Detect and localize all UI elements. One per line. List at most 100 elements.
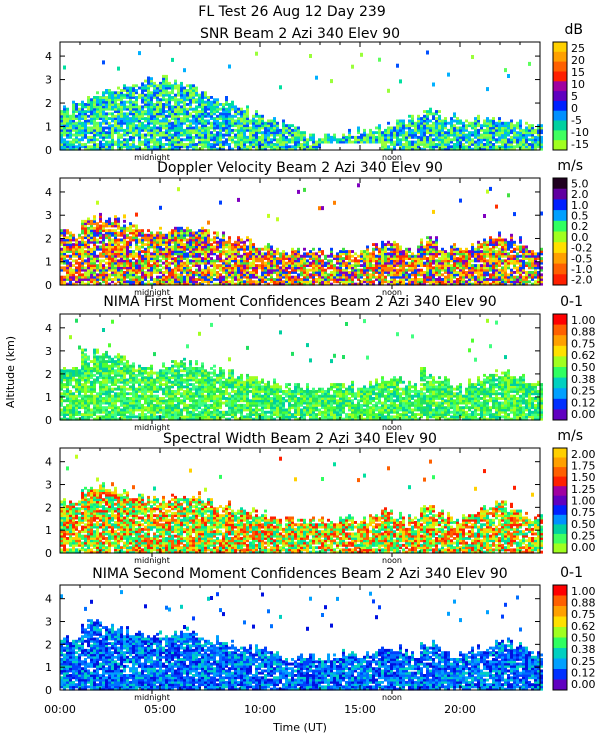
heatmap-cell (330, 266, 333, 270)
heatmap-cell (366, 254, 369, 258)
heatmap-cell (198, 247, 201, 251)
heatmap-cell (300, 147, 303, 151)
heatmap-cell (453, 268, 456, 272)
heatmap-cell (153, 117, 156, 120)
heatmap-cell (75, 278, 78, 281)
heatmap-cell (342, 140, 345, 144)
heatmap-cell (231, 147, 234, 151)
heatmap-cell (255, 257, 258, 260)
heatmap-cell (201, 126, 204, 130)
heatmap-cell (99, 117, 102, 120)
heatmap-cell (171, 252, 174, 256)
heatmap-cell (75, 117, 78, 120)
heatmap-cell (132, 278, 135, 281)
heatmap-cell (207, 254, 210, 258)
heatmap-cell (429, 133, 432, 137)
heatmap-cell (60, 145, 63, 149)
heatmap-cell (117, 273, 120, 277)
heatmap-cell (216, 271, 219, 274)
heatmap-cell (138, 259, 141, 263)
heatmap-cell (90, 259, 93, 263)
heatmap-cell (105, 250, 108, 253)
heatmap-cell (108, 107, 111, 111)
heatmap-cell (195, 264, 198, 267)
heatmap-cell (117, 138, 120, 142)
heatmap-cell (387, 133, 390, 137)
heatmap-cell (81, 138, 84, 142)
heatmap-cell (528, 143, 531, 146)
heatmap-cell (360, 135, 363, 139)
heatmap-cell (159, 133, 162, 137)
heatmap-cell (477, 140, 480, 144)
heatmap-cell (198, 231, 201, 235)
heatmap-cell (300, 145, 303, 149)
heatmap-cell (171, 282, 174, 286)
heatmap-cell (438, 126, 441, 130)
heatmap-cell (105, 112, 108, 116)
heatmap-cell (450, 268, 453, 272)
heatmap-cell (147, 105, 150, 109)
heatmap-cell (204, 140, 207, 144)
heatmap-cell (99, 240, 102, 244)
heatmap-cell (309, 147, 312, 151)
heatmap-cell (501, 140, 504, 144)
heatmap-cell (201, 112, 204, 116)
heatmap-cell (63, 257, 66, 260)
heatmap-cell (336, 252, 339, 256)
colorbar-tick-label: 25 (571, 42, 585, 55)
heatmap-cell (213, 128, 216, 132)
heatmap-cell (456, 121, 459, 125)
heatmap-cell (198, 252, 201, 256)
heatmap-cell (108, 261, 111, 265)
heatmap-cell (153, 112, 156, 116)
heatmap-cell (129, 275, 132, 279)
heatmap-cell (189, 268, 192, 272)
heatmap-cell (192, 247, 195, 251)
heatmap-cell (435, 261, 438, 265)
heatmap-cell (210, 133, 213, 137)
heatmap-cell (438, 259, 441, 263)
heatmap-cell (216, 266, 219, 270)
heatmap-cell (102, 147, 105, 151)
heatmap-cell (303, 147, 306, 151)
heatmap-cell (366, 257, 369, 260)
heatmap-cell (297, 138, 300, 142)
heatmap-cell (390, 245, 393, 249)
heatmap-cell (423, 117, 426, 120)
heatmap-cell (90, 103, 93, 106)
heatmap-cell (381, 245, 384, 249)
heatmap-cell (249, 280, 252, 284)
heatmap-cell (438, 143, 441, 146)
heatmap-cell (81, 240, 84, 244)
heatmap-cell (258, 114, 261, 118)
heatmap-cell (228, 131, 231, 135)
heatmap-cell (183, 245, 186, 249)
heatmap-cell (393, 261, 396, 265)
heatmap-cell (165, 252, 168, 256)
heatmap-cell (516, 121, 519, 125)
heatmap-cell (108, 145, 111, 149)
heatmap-cell (198, 243, 201, 246)
heatmap-cell (135, 128, 138, 132)
heatmap-cell (99, 231, 102, 235)
heatmap-cell (378, 261, 381, 265)
heatmap-cell (399, 124, 402, 128)
heatmap-cell (321, 250, 324, 253)
heatmap-cell (477, 121, 480, 125)
heatmap-cell (165, 117, 168, 120)
heatmap-cell (153, 247, 156, 251)
heatmap-cell (372, 140, 375, 144)
heatmap-cell (252, 273, 255, 277)
heatmap-cell (87, 238, 90, 242)
heatmap-cell (69, 247, 72, 251)
heatmap-cell (228, 266, 231, 270)
heatmap-cell (540, 126, 543, 130)
heatmap-cell (471, 243, 474, 246)
heatmap-cell (375, 259, 378, 263)
heatmap-cell (162, 243, 165, 246)
heatmap-cell (219, 245, 222, 249)
heatmap-cell (186, 89, 189, 92)
heatmap-cell (396, 273, 399, 277)
heatmap-cell (519, 121, 522, 125)
heatmap-cell (315, 273, 318, 277)
